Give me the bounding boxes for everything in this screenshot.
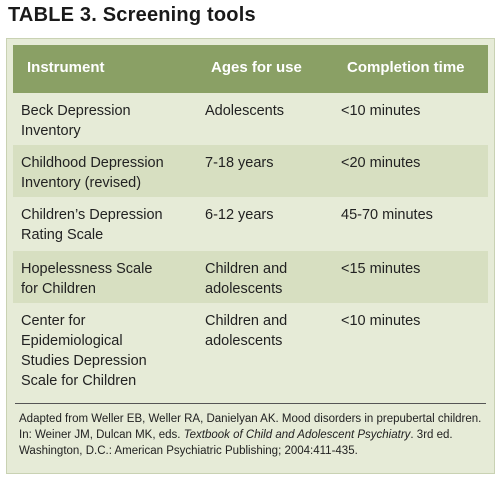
footnote-book-title: Textbook of Child and Adolescent Psychia… [183,429,411,441]
time-cell: <10 minutes [341,313,421,329]
instrument-cell: Childhood Depression Inventory (revised) [21,155,164,191]
header-instrument: Instrument [27,59,105,76]
screening-tools-table: Instrument Ages for use Completion time … [6,38,495,474]
time-cell: <15 minutes [341,261,421,277]
instrument-cell: Beck Depression Inventory [21,103,131,139]
table-row: Hopelessness Scale for Children Children… [13,251,488,303]
time-cell: <20 minutes [341,155,421,171]
table-footnote: Adapted from Weller EB, Weller RA, Danie… [19,411,487,459]
ages-cell: Adolescents [205,103,284,119]
table-row: Center for Epidemiological Studies Depre… [13,303,488,395]
footnote-text-before: Adapted from Weller EB, Weller RA, Danie… [19,413,482,441]
time-cell: 45-70 minutes [341,207,433,223]
instrument-cell: Center for Epidemiological Studies Depre… [21,313,147,389]
header-ages: Ages for use [211,59,302,76]
table-header: Instrument Ages for use Completion time [13,45,488,93]
table-row: Children’s Depression Rating Scale 6-12 … [13,197,488,251]
ages-cell: 7-18 years [205,155,274,171]
table-row: Beck Depression Inventory Adolescents <1… [13,93,488,145]
footnote-text-after: . 3rd ed. Washington, D.C.: American Psy… [19,429,453,457]
ages-cell: 6-12 years [205,207,274,223]
table-row: Childhood Depression Inventory (revised)… [13,145,488,197]
instrument-cell: Children’s Depression Rating Scale [21,207,163,243]
ages-cell: Children and adolescents [205,261,288,297]
ages-cell: Children and adolescents [205,313,288,349]
instrument-cell: Hopelessness Scale for Children [21,261,153,297]
time-cell: <10 minutes [341,103,421,119]
header-completion-time: Completion time [347,59,465,76]
footnote-divider [15,403,486,404]
table-title: TABLE 3. Screening tools [8,4,256,26]
